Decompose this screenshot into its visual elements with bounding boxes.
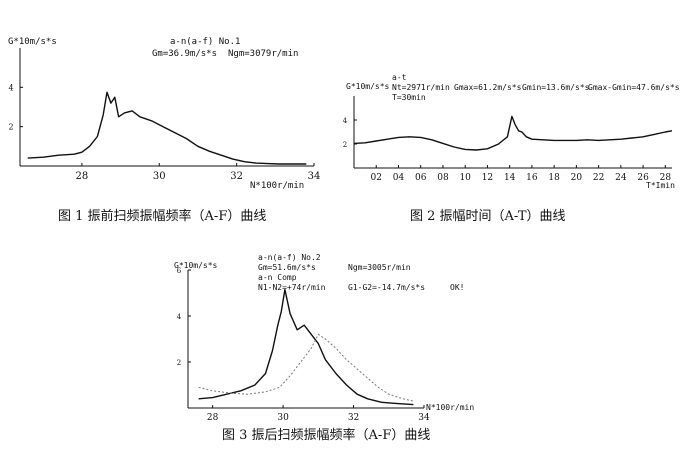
chart-2-x-tick-label: 08 [437,173,449,183]
chart-3-series [198,288,414,406]
chart-1-xlabel: N*100r/min [250,181,304,191]
chart-2-x-tick-label: 06 [415,173,427,183]
chart-2-series [353,115,673,151]
chart-2-header-0: a-t [392,73,407,82]
chart-1-caption: 图 1 振前扫频振幅频率（A-F）曲线 [58,209,267,224]
chart-1-header-1: Gm=36.9m/s*s [152,49,217,59]
chart-2-y-ticks: 42 [343,117,357,149]
chart-2-x-tick-label: 28 [660,173,672,183]
chart-2-x-tick-label: 26 [637,173,649,183]
chart-2-x-tick-label: 10 [459,173,471,183]
chart-2-caption: 图 2 振幅时间（A-T）曲线 [410,209,566,224]
chart-2: G*10m/s*s a-t Nt=2971r/min Gmax=61.2m/s*… [343,73,680,190]
chart-1-y-ticks: 42 [8,83,23,132]
chart-3-header-1: Gm=51.6m/s*s [258,263,316,272]
chart-2-x-tick-label: 16 [526,173,538,183]
chart-3-header-0: a-n(a-f) No.2 [258,253,321,262]
chart-2-header-1: Nt=2971r/min [392,83,450,92]
chart-2-x-tick-label: 18 [548,173,560,183]
chart-3-series-2-line [198,333,414,402]
chart-1-x-tick-label: 32 [230,171,243,182]
chart-2-y-tick-label: 2 [343,141,347,149]
chart-3-x-tick-label: 34 [418,413,430,423]
chart-3-y-tick-label: 6 [177,267,182,275]
chart-3-caption: 图 3 振后扫频振幅频率（A-F）曲线 [222,428,431,443]
chart-1-x-ticks: 28 30 32 34 [76,163,321,182]
chart-3-header-2: Ngm=3005r/min [348,263,411,272]
chart-1-y-tick-label: 2 [8,123,13,132]
chart-2-xlabel: T*Imin [646,181,675,190]
chart-2-header-2: Gmax=61.2m/s*s [454,83,522,92]
chart-2-header-3: Gmin=13.6m/s*s [522,83,590,92]
chart-2-x-ticks: 02 04 06 08 10 12 14 16 18 20 22 24 26 28 [371,165,672,183]
chart-1-series [27,91,307,165]
chart-2-ylabel: G*10m/s*s [346,82,390,91]
chart-3-y-ticks: 6 4 2 [177,267,191,367]
chart-2-y-tick-label: 4 [343,117,348,125]
chart-2-x-tick-label: 20 [571,173,583,183]
chart-2-x-tick-label: 02 [371,173,382,183]
chart-1-series-1-line [27,91,307,165]
chart-3-xlabel: N*100r/min [426,403,474,412]
chart-3-header-6: OK! [450,283,464,292]
chart-1-y-tick-label: 4 [8,83,13,92]
chart-2-x-tick-label: 22 [593,173,604,183]
chart-3: G*10m/s*s a-n(a-f) No.2 Gm=51.6m/s*s Ngm… [174,253,474,423]
chart-1-header-2: Ngm=3079r/min [228,49,298,59]
chart-1-ylabel: G*10m/s*s [8,37,57,47]
chart-3-x-tick-label: 28 [207,413,219,423]
chart-3-ylabel: G*10m/s*s [174,261,218,270]
chart-2-x-tick-label: 14 [504,173,516,183]
chart-2-series-1-line [353,115,673,151]
chart-3-x-ticks: 28 30 32 34 [207,405,430,423]
chart-3-y-tick-label: 4 [177,313,182,321]
chart-3-y-tick-label: 2 [177,359,181,367]
chart-2-x-tick-label: 24 [615,173,627,183]
chart-1-x-tick-label: 28 [76,171,89,182]
chart-3-series-1-line [198,288,414,406]
chart-1-x-tick-label: 30 [153,171,166,182]
chart-2-x-tick-label: 04 [393,173,405,183]
chart-2-header-5: T=30min [392,93,426,102]
chart-2-header-4: Gmax-Gmin=47.6m/s*s [588,83,680,92]
chart-3-header-3: a-n Comp [258,273,297,282]
chart-1: G*10m/s*s a-n(a-f) No.1 Gm=36.9m/s*s Ngm… [8,37,320,191]
chart-1-header-0: a-n(a-f) No.1 [170,37,240,47]
chart-3-header-5: G1-G2=-14.7m/s*s [348,283,425,292]
chart-3-header-4: N1-N2=+74r/min [258,283,326,292]
chart-3-x-tick-label: 30 [277,413,289,423]
chart-1-x-tick-label: 34 [308,171,321,182]
chart-3-x-tick-label: 32 [348,413,359,423]
chart-2-x-tick-label: 12 [482,173,493,183]
